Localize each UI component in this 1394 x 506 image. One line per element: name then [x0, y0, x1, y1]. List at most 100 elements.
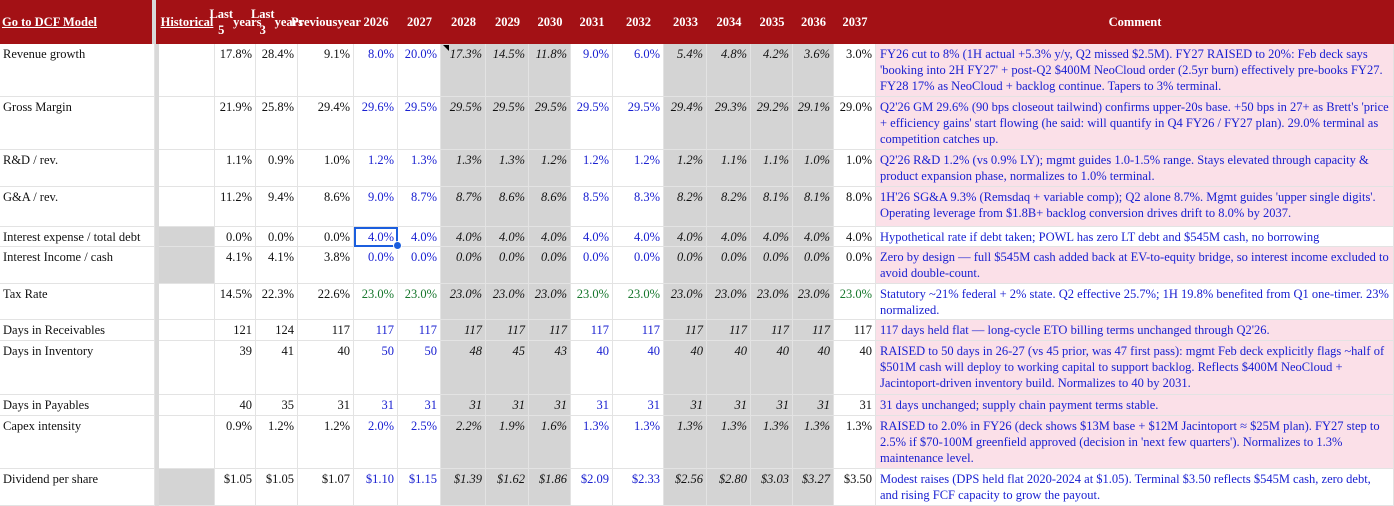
projection-cell[interactable]: 29.5% — [613, 97, 664, 150]
projection-cell[interactable]: 8.7% — [398, 187, 441, 227]
projection-cell[interactable]: 0.0% — [707, 247, 751, 284]
projection-cell[interactable]: 31 — [751, 395, 793, 416]
historical-link[interactable]: Historical — [160, 15, 214, 29]
projection-cell[interactable]: 29.4% — [664, 97, 707, 150]
historical-value-cell[interactable]: 1.2% — [298, 416, 354, 469]
historical-value-cell[interactable]: 1.0% — [298, 150, 354, 187]
projection-cell[interactable]: 23.0% — [613, 284, 664, 320]
projection-cell[interactable]: 2.0% — [354, 416, 398, 469]
row-label[interactable]: Interest Income / cash — [0, 247, 155, 284]
projection-cell[interactable]: $3.03 — [751, 469, 793, 506]
projection-cell[interactable]: 1.1% — [707, 150, 751, 187]
projection-cell[interactable]: 29.5% — [398, 97, 441, 150]
row-label[interactable]: G&A / rev. — [0, 187, 155, 227]
historical-value-cell[interactable]: 9.4% — [256, 187, 298, 227]
projection-cell[interactable]: 4.0% — [354, 227, 398, 247]
historical-value-cell[interactable]: 41 — [256, 341, 298, 395]
projection-cell[interactable]: 23.0% — [571, 284, 613, 320]
projection-cell[interactable]: 2.5% — [398, 416, 441, 469]
projection-cell[interactable]: 4.0% — [664, 227, 707, 247]
projection-cell[interactable]: 40 — [664, 341, 707, 395]
projection-cell[interactable]: 117 — [664, 320, 707, 341]
comment-cell[interactable]: Hypothetical rate if debt taken; POWL ha… — [876, 227, 1394, 247]
historical-cell[interactable] — [159, 187, 215, 227]
projection-cell[interactable]: 0.0% — [529, 247, 571, 284]
projection-cell[interactable]: 1.3% — [707, 416, 751, 469]
historical-value-cell[interactable]: 121 — [215, 320, 256, 341]
projection-cell[interactable]: 0.0% — [834, 247, 876, 284]
projection-cell[interactable]: 4.0% — [529, 227, 571, 247]
projection-cell[interactable]: 50 — [398, 341, 441, 395]
historical-value-cell[interactable]: $1.05 — [256, 469, 298, 506]
projection-cell[interactable]: 4.0% — [751, 227, 793, 247]
projection-cell[interactable]: 1.3% — [571, 416, 613, 469]
projection-cell[interactable]: 0.0% — [486, 247, 529, 284]
projection-cell[interactable]: 29.5% — [486, 97, 529, 150]
projection-cell[interactable]: 1.2% — [529, 150, 571, 187]
projection-cell[interactable]: 29.1% — [793, 97, 834, 150]
row-label[interactable]: Days in Receivables — [0, 320, 155, 341]
historical-value-cell[interactable]: 11.2% — [215, 187, 256, 227]
projection-cell[interactable]: 8.0% — [354, 44, 398, 97]
projection-cell[interactable]: 8.6% — [486, 187, 529, 227]
projection-cell[interactable]: 23.0% — [664, 284, 707, 320]
projection-cell[interactable]: 0.0% — [613, 247, 664, 284]
historical-value-cell[interactable]: 40 — [215, 395, 256, 416]
comment-cell[interactable]: Q2'26 GM 29.6% (90 bps closeout tailwind… — [876, 97, 1394, 150]
historical-value-cell[interactable]: 14.5% — [215, 284, 256, 320]
projection-cell[interactable]: 1.3% — [486, 150, 529, 187]
projection-cell[interactable]: 4.0% — [441, 227, 486, 247]
projection-cell[interactable]: 1.0% — [834, 150, 876, 187]
projection-cell[interactable]: 31 — [354, 395, 398, 416]
historical-value-cell[interactable]: 0.9% — [215, 416, 256, 469]
projection-cell[interactable]: 43 — [529, 341, 571, 395]
projection-cell[interactable]: 31 — [613, 395, 664, 416]
projection-cell[interactable]: 117 — [398, 320, 441, 341]
projection-cell[interactable]: 31 — [571, 395, 613, 416]
row-label[interactable]: Dividend per share — [0, 469, 155, 506]
row-label[interactable]: Capex intensity — [0, 416, 155, 469]
historical-value-cell[interactable]: 22.6% — [298, 284, 354, 320]
historical-value-cell[interactable]: 17.8% — [215, 44, 256, 97]
comment-cell[interactable]: Modest raises (DPS held flat 2020-2024 a… — [876, 469, 1394, 506]
projection-cell[interactable]: 0.0% — [354, 247, 398, 284]
projection-cell[interactable]: 8.7% — [441, 187, 486, 227]
historical-value-cell[interactable]: 0.0% — [256, 227, 298, 247]
projection-cell[interactable]: 117 — [529, 320, 571, 341]
projection-cell[interactable]: 23.0% — [398, 284, 441, 320]
projection-cell[interactable]: 45 — [486, 341, 529, 395]
projection-cell[interactable]: 23.0% — [707, 284, 751, 320]
historical-cell[interactable] — [159, 341, 215, 395]
comment-cell[interactable]: Statutory ~21% federal + 2% state. Q2 ef… — [876, 284, 1394, 320]
projection-cell[interactable]: 6.0% — [613, 44, 664, 97]
projection-cell[interactable]: 23.0% — [793, 284, 834, 320]
historical-cell[interactable] — [159, 97, 215, 150]
historical-value-cell[interactable]: $1.07 — [298, 469, 354, 506]
comment-cell[interactable]: 117 days held flat — long-cycle ETO bill… — [876, 320, 1394, 341]
projection-cell[interactable]: $1.15 — [398, 469, 441, 506]
projection-cell[interactable]: 1.9% — [486, 416, 529, 469]
historical-value-cell[interactable]: 29.4% — [298, 97, 354, 150]
comment-cell[interactable]: 31 days unchanged; supply chain payment … — [876, 395, 1394, 416]
projection-cell[interactable]: 0.0% — [664, 247, 707, 284]
projection-cell[interactable]: 1.3% — [664, 416, 707, 469]
projection-cell[interactable]: 117 — [486, 320, 529, 341]
projection-cell[interactable]: 1.2% — [354, 150, 398, 187]
projection-cell[interactable]: 29.6% — [354, 97, 398, 150]
projection-cell[interactable]: 3.6% — [793, 44, 834, 97]
row-label[interactable]: R&D / rev. — [0, 150, 155, 187]
projection-cell[interactable]: $1.62 — [486, 469, 529, 506]
projection-cell[interactable]: 9.0% — [354, 187, 398, 227]
projection-cell[interactable]: 8.5% — [571, 187, 613, 227]
projection-cell[interactable]: 40 — [571, 341, 613, 395]
row-label[interactable]: Days in Inventory — [0, 341, 155, 395]
comment-cell[interactable]: FY26 cut to 8% (1H actual +5.3% y/y, Q2 … — [876, 44, 1394, 97]
projection-cell[interactable]: 31 — [529, 395, 571, 416]
projection-cell[interactable]: 40 — [793, 341, 834, 395]
projection-cell[interactable]: 8.1% — [751, 187, 793, 227]
projection-cell[interactable]: 117 — [441, 320, 486, 341]
projection-cell[interactable]: $2.33 — [613, 469, 664, 506]
projection-cell[interactable]: 117 — [571, 320, 613, 341]
projection-cell[interactable]: 8.1% — [793, 187, 834, 227]
projection-cell[interactable]: 4.0% — [834, 227, 876, 247]
